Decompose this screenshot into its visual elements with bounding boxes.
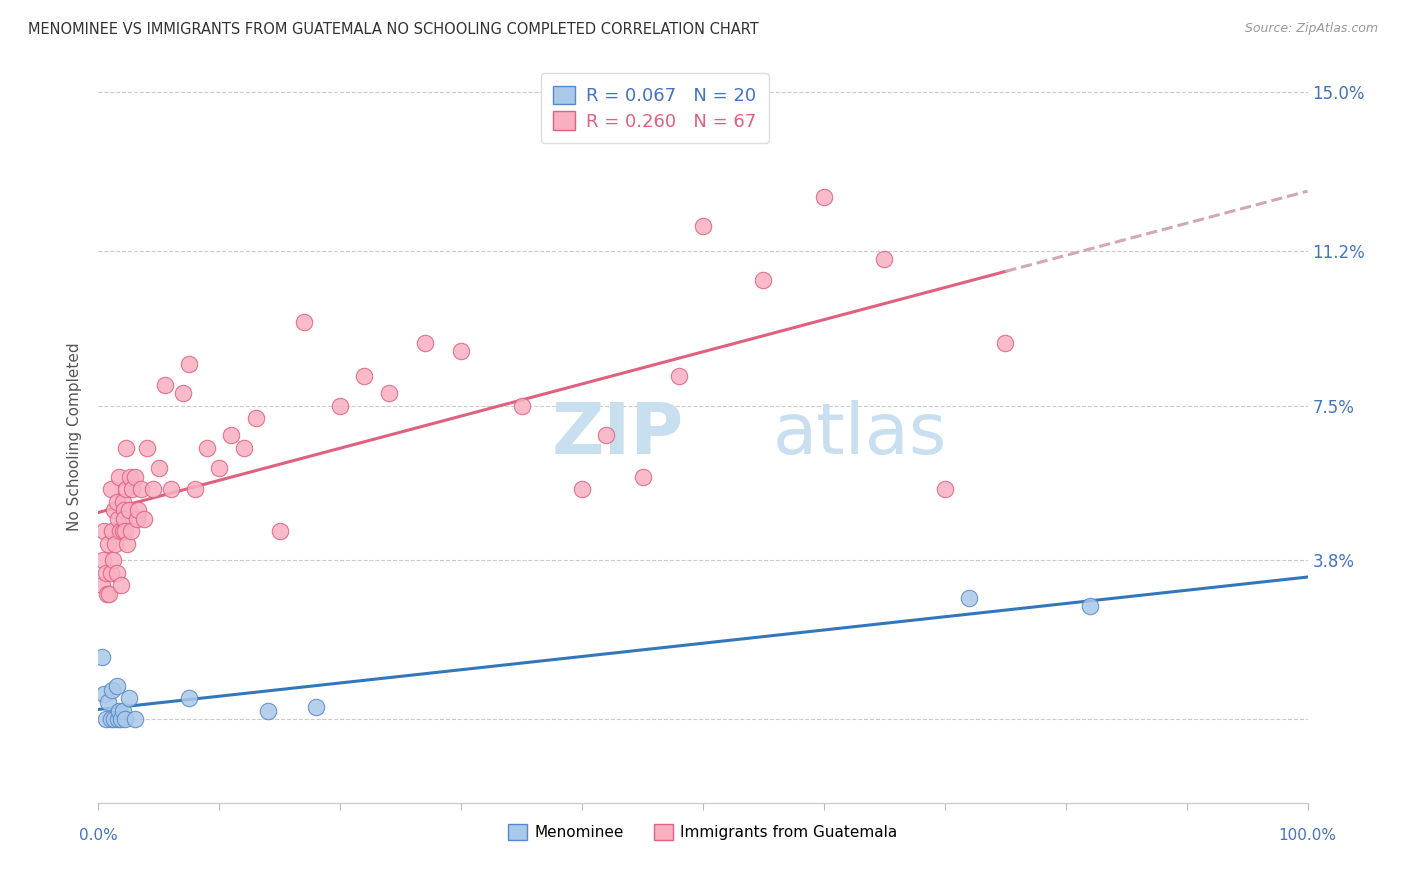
Point xyxy=(103,503,125,517)
Point xyxy=(135,441,157,455)
Point xyxy=(934,483,956,497)
Point xyxy=(94,566,117,580)
Point xyxy=(98,587,121,601)
Point xyxy=(96,587,118,601)
Point xyxy=(353,369,375,384)
Point xyxy=(142,483,165,497)
Point xyxy=(91,578,114,592)
Point xyxy=(93,524,115,538)
Point xyxy=(269,524,291,538)
Point xyxy=(595,428,617,442)
Text: MENOMINEE VS IMMIGRANTS FROM GUATEMALA NO SCHOOLING COMPLETED CORRELATION CHART: MENOMINEE VS IMMIGRANTS FROM GUATEMALA N… xyxy=(28,22,759,37)
Point xyxy=(114,524,136,538)
Point xyxy=(221,428,243,442)
Text: ZIP: ZIP xyxy=(553,401,685,469)
Point xyxy=(101,553,124,567)
Point xyxy=(112,503,135,517)
Point xyxy=(105,566,128,580)
Point xyxy=(108,524,131,538)
Point xyxy=(245,411,267,425)
Y-axis label: No Schooling Completed: No Schooling Completed xyxy=(67,343,83,532)
Point xyxy=(114,712,136,726)
Point xyxy=(413,336,436,351)
Point xyxy=(105,495,128,509)
Point xyxy=(108,470,131,484)
Point xyxy=(571,483,593,497)
Point xyxy=(305,699,328,714)
Text: 0.0%: 0.0% xyxy=(79,828,118,843)
Point xyxy=(994,336,1017,351)
Point xyxy=(668,369,690,384)
Point xyxy=(91,649,114,664)
Point xyxy=(124,712,146,726)
Point xyxy=(129,483,152,497)
Point xyxy=(104,536,127,550)
Point xyxy=(134,511,156,525)
Point xyxy=(91,553,114,567)
Point xyxy=(107,712,129,726)
Point xyxy=(105,679,128,693)
Point xyxy=(111,704,134,718)
Text: 100.0%: 100.0% xyxy=(1278,828,1337,843)
Text: atlas: atlas xyxy=(773,401,948,469)
Point xyxy=(108,704,131,718)
Point xyxy=(124,470,146,484)
Point xyxy=(957,591,980,605)
Point xyxy=(94,712,117,726)
Point xyxy=(100,483,122,497)
Point xyxy=(120,524,142,538)
Point xyxy=(103,712,125,726)
Point xyxy=(97,696,120,710)
Point xyxy=(813,190,835,204)
Point xyxy=(631,470,654,484)
Point xyxy=(329,399,352,413)
Point xyxy=(112,511,135,525)
Point xyxy=(450,344,472,359)
Point xyxy=(115,483,138,497)
Point xyxy=(184,483,207,497)
Point xyxy=(118,691,141,706)
Point xyxy=(873,252,896,267)
Text: Source: ZipAtlas.com: Source: ZipAtlas.com xyxy=(1244,22,1378,36)
Point xyxy=(127,511,149,525)
Point xyxy=(118,503,141,517)
Point xyxy=(232,441,254,455)
Point xyxy=(692,219,714,233)
Point xyxy=(100,682,122,697)
Point xyxy=(110,712,132,726)
Point xyxy=(256,704,278,718)
Point xyxy=(153,377,176,392)
Point xyxy=(121,483,143,497)
Point xyxy=(172,386,194,401)
Point xyxy=(107,511,129,525)
Point xyxy=(1078,599,1101,614)
Point xyxy=(377,386,399,401)
Point xyxy=(160,483,183,497)
Point xyxy=(110,578,132,592)
Point xyxy=(208,461,231,475)
Point xyxy=(195,441,218,455)
Point xyxy=(179,357,201,371)
Point xyxy=(127,503,149,517)
Point xyxy=(100,712,122,726)
Point xyxy=(100,524,122,538)
Point xyxy=(111,524,134,538)
Point xyxy=(111,495,134,509)
Point xyxy=(179,691,201,706)
Point xyxy=(97,536,120,550)
Point xyxy=(118,470,141,484)
Legend: Menominee, Immigrants from Guatemala: Menominee, Immigrants from Guatemala xyxy=(502,818,904,847)
Point xyxy=(510,399,533,413)
Point xyxy=(148,461,170,475)
Point xyxy=(93,687,115,701)
Point xyxy=(292,315,315,329)
Point xyxy=(752,273,775,287)
Point xyxy=(115,441,138,455)
Point xyxy=(117,536,139,550)
Point xyxy=(100,566,122,580)
